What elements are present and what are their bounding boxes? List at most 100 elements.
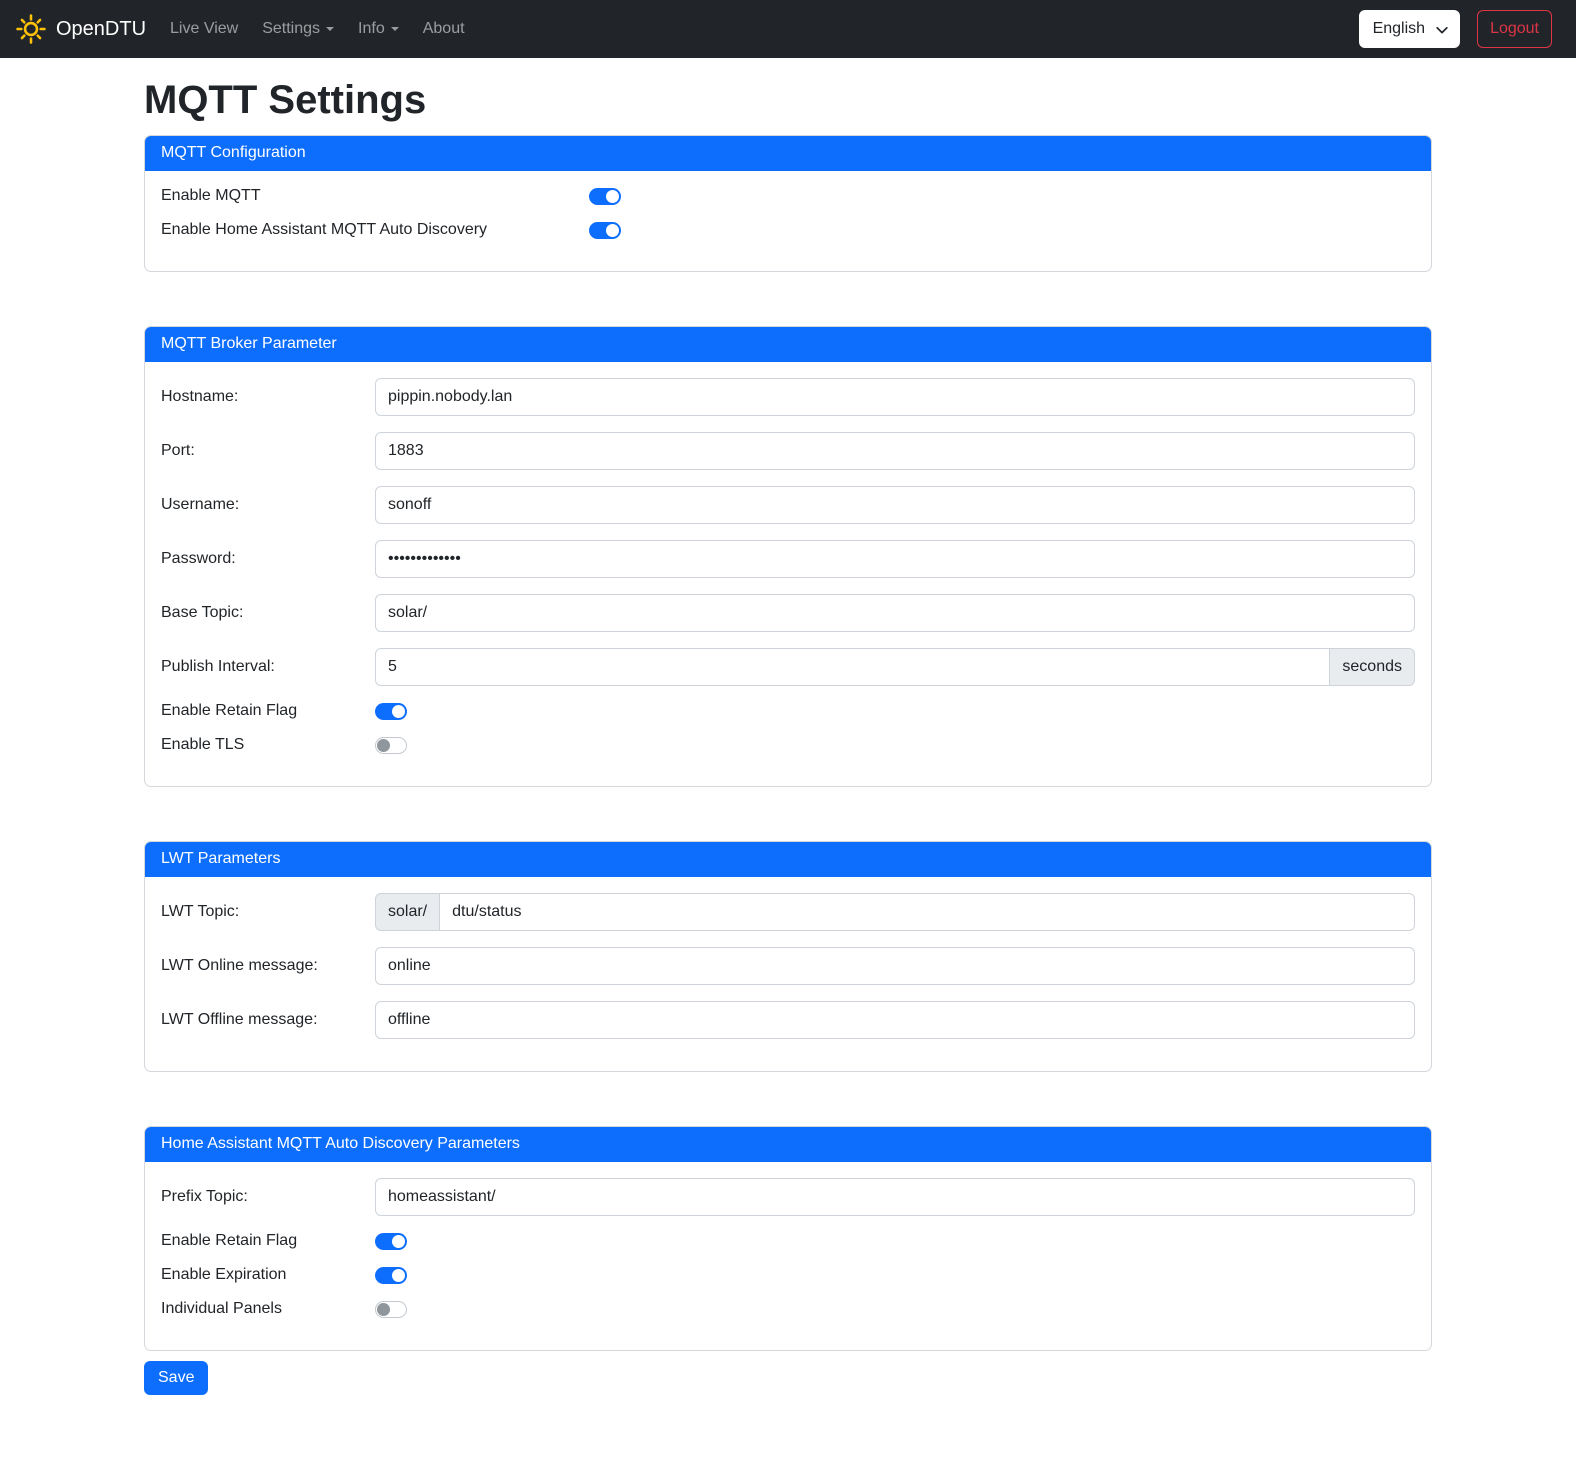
publish-interval-input[interactable] — [375, 648, 1331, 686]
switch-knob — [392, 704, 405, 718]
sun-icon — [14, 12, 48, 46]
enable-home-assistant-mqtt-auto-discovery-toggle[interactable] — [589, 221, 621, 239]
nav-about[interactable]: About — [411, 12, 477, 46]
lwt-topic-label: LWT Topic: — [161, 903, 240, 920]
base-topic-control — [375, 594, 1415, 632]
lwt-topic-input[interactable] — [439, 893, 1415, 931]
switch-knob — [392, 1268, 405, 1282]
caret-down-icon — [326, 27, 335, 31]
page-title: MQTT Settings — [144, 78, 427, 122]
password-label: Password: — [161, 550, 236, 567]
switch-knob — [606, 223, 619, 237]
card-mqtt-broker-parameter: MQTT Broker Parameter Hostname: Port: Usern… — [144, 326, 1432, 787]
password-control — [375, 540, 1415, 578]
nav-info[interactable]: Info — [346, 12, 411, 46]
password-input[interactable] — [375, 540, 1415, 578]
card-home-assistant-mqtt-auto-discovery-parameters: Home Assistant MQTT Auto Discovery Param… — [144, 1126, 1432, 1351]
lwt-offline-message-row: LWT Offline message: — [161, 1001, 1415, 1039]
lwt-topic-input-group: solar/ — [375, 893, 1415, 931]
save-button[interactable]: Save — [144, 1361, 209, 1395]
publish-interval-input-group: seconds — [375, 648, 1415, 686]
prefix-topic-control — [375, 1178, 1415, 1216]
brand-opendtu[interactable]: OpenDTU — [14, 12, 146, 46]
nav-about-label: About — [422, 20, 465, 37]
base-topic-row: Base Topic: — [161, 594, 1415, 632]
hostname-label: Hostname: — [161, 388, 239, 405]
lwt-offline-message-control — [375, 1001, 1415, 1039]
username-row: Username: — [161, 486, 1415, 524]
publish-interval-row: Publish Interval: seconds — [161, 648, 1415, 686]
enable-expiration-toggle[interactable] — [375, 1266, 407, 1284]
lwt-online-message-row: LWT Online message: — [161, 947, 1415, 985]
lwt-online-message-input-group — [375, 947, 1415, 985]
password-input-group — [375, 540, 1415, 578]
navbar: OpenDTU Live View Settings Info About En… — [0, 0, 1576, 58]
card-title: LWT Parameters — [145, 842, 1431, 877]
enable-retain-flag-toggle[interactable] — [375, 702, 407, 720]
enable-retain-flag-control — [375, 1232, 1415, 1250]
individual-panels-row: Individual Panels — [161, 1300, 1415, 1318]
switch-knob — [392, 1234, 405, 1248]
hostname-input[interactable] — [375, 378, 1415, 416]
enable-mqtt-row: Enable MQTT — [161, 187, 1415, 205]
lwt-online-message-control — [375, 947, 1415, 985]
enable-home-assistant-mqtt-auto-discovery-row: Enable Home Assistant MQTT Auto Discover… — [161, 221, 1415, 239]
username-input-group — [375, 486, 1415, 524]
nav-links: Live View Settings Info About — [158, 12, 477, 46]
publish-interval-label: Publish Interval: — [161, 658, 275, 675]
base-topic-input-group — [375, 594, 1415, 632]
card-title: MQTT Configuration — [145, 136, 1431, 171]
card-body: LWT Topic: solar/LWT Online message: LWT O… — [145, 877, 1431, 1071]
lwt-online-message-input[interactable] — [375, 947, 1415, 985]
port-control — [375, 432, 1415, 470]
card-lwt-parameters: LWT Parameters LWT Topic: solar/LWT Online… — [144, 841, 1432, 1072]
card-body: Prefix Topic: Enable Retain Flag Enable Ex… — [145, 1162, 1431, 1350]
prefix-topic-input[interactable] — [375, 1178, 1415, 1216]
username-label: Username: — [161, 496, 240, 513]
chevron-down-icon — [1435, 23, 1449, 42]
switch-knob — [606, 189, 619, 203]
port-input-group — [375, 432, 1415, 470]
nav-settings-label: Settings — [262, 20, 321, 37]
nav-live-view[interactable]: Live View — [158, 12, 250, 46]
enable-expiration-row: Enable Expiration — [161, 1266, 1415, 1284]
lwt-offline-message-input[interactable] — [375, 1001, 1415, 1039]
base-topic-label: Base Topic: — [161, 604, 244, 621]
prefix-topic-row: Prefix Topic: — [161, 1178, 1415, 1216]
lwt-offline-message-input-group — [375, 1001, 1415, 1039]
enable-home-assistant-mqtt-auto-discovery-label: Enable Home Assistant MQTT Auto Discover… — [161, 221, 488, 238]
card-body: Enable MQTT Enable Home Assistant MQTT Au… — [145, 171, 1431, 271]
enable-expiration-label: Enable Expiration — [161, 1266, 287, 1283]
switch-knob — [377, 1302, 390, 1316]
nav-settings[interactable]: Settings — [250, 12, 346, 46]
username-input[interactable] — [375, 486, 1415, 524]
enable-tls-toggle[interactable] — [375, 736, 407, 754]
enable-tls-row: Enable TLS — [161, 736, 1415, 754]
individual-panels-control — [375, 1300, 1415, 1318]
language-select[interactable]: English — [1358, 10, 1461, 48]
enable-retain-flag-control — [375, 702, 1415, 720]
publish-interval-control: seconds — [375, 648, 1415, 686]
language-select-value: English — [1372, 20, 1426, 37]
port-input[interactable] — [375, 432, 1415, 470]
individual-panels-toggle[interactable] — [375, 1300, 407, 1318]
enable-retain-flag-row: Enable Retain Flag — [161, 702, 1415, 720]
prefix-topic-input-group — [375, 1178, 1415, 1216]
brand-label: OpenDTU — [56, 17, 147, 40]
password-row: Password: — [161, 540, 1415, 578]
card-title: Home Assistant MQTT Auto Discovery Param… — [145, 1127, 1431, 1162]
enable-retain-flag-label: Enable Retain Flag — [161, 702, 298, 719]
enable-mqtt-label: Enable MQTT — [161, 187, 261, 204]
base-topic-input[interactable] — [375, 594, 1415, 632]
enable-expiration-control — [375, 1266, 1415, 1284]
enable-retain-flag-toggle[interactable] — [375, 1232, 407, 1250]
switch-knob — [377, 738, 390, 752]
prefix-topic-label: Prefix Topic: — [161, 1188, 248, 1205]
card-title: MQTT Broker Parameter — [145, 327, 1431, 362]
port-row: Port: — [161, 432, 1415, 470]
logout-button[interactable]: Logout — [1477, 10, 1552, 48]
enable-mqtt-toggle[interactable] — [589, 187, 621, 205]
lwt-topic-prefix: solar/ — [375, 893, 440, 931]
caret-down-icon — [390, 27, 399, 31]
cards: MQTT Configuration Enable MQTT Enable Home… — [144, 135, 1432, 1351]
